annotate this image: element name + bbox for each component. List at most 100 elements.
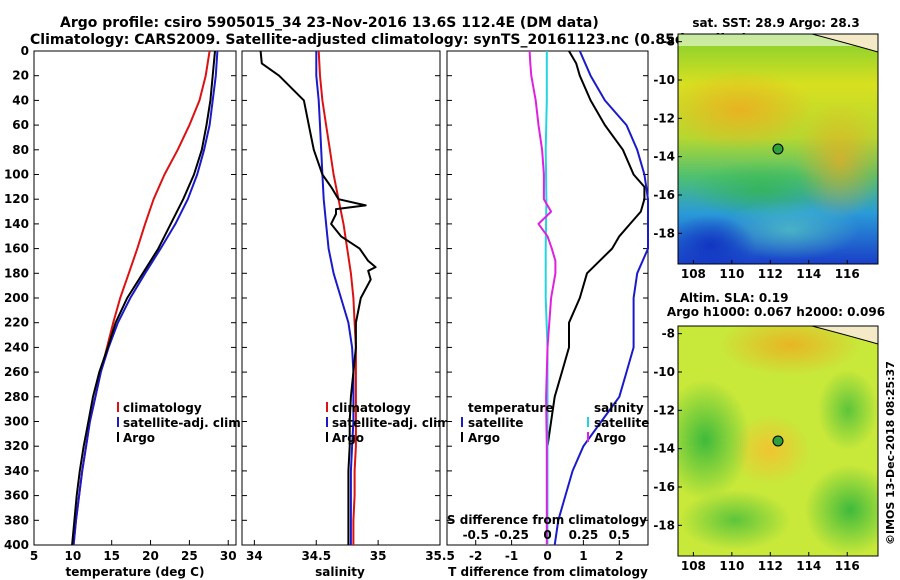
x-tick-label: 2 [615,549,623,563]
difference-temperature-legend: temperature satellite Argo [461,401,553,445]
depth-tick-label: 300 [4,415,29,429]
sst-map-title: sat. SST: 28.9 Argo: 28.3 [692,16,859,30]
sla-map-frame [677,325,879,557]
temperature-xlabel: temperature (deg C) [66,565,205,579]
lon-tick-label: 116 [835,559,860,573]
sst-cold-region [678,215,755,264]
s-diff-tick-label: 0 [543,528,551,542]
salinity-xlabel: salinity [315,565,365,579]
lat-tick-label: -12 [653,403,675,417]
depth-tick-label: 80 [12,143,29,157]
imos-credit: ©IMOS 13-Dec-2018 08:25:37 [884,361,897,545]
sla-high-region [730,415,810,485]
lon-tick-label: 114 [796,267,821,281]
legend-argo-label: Argo [332,431,364,445]
lat-tick-label: -16 [653,188,675,202]
legend-climatology-label: climatology [332,401,411,415]
x-tick-label: 25 [181,549,198,563]
lat-tick-label: -8 [662,35,675,49]
argo-position-marker [772,435,784,447]
figure-title-line-1: Argo profile: csiro 5905015_34 23-Nov-20… [60,15,599,31]
legend-argo-label: Argo [123,431,155,445]
depth-tick-label: 160 [4,242,29,256]
lat-tick-label: -16 [653,480,675,494]
lat-tick-label: -12 [653,111,675,125]
x-tick-label: 10 [64,549,81,563]
legend-t-argo-label: Argo [468,431,500,445]
s-diff-tick-label: 0.25 [569,528,599,542]
depth-tick-label: 400 [4,538,29,552]
legend-s-argo-label: Argo [594,431,626,445]
depth-tick-label: 240 [4,340,29,354]
lon-tick-label: 112 [758,267,783,281]
series-t-satellite-line [553,50,649,546]
depth-tick-label: 20 [12,69,29,83]
depth-tick-label: 320 [4,439,29,453]
salinity-legend: climatology satellite-adj. clim. Argo [326,401,454,445]
x-tick-label: -2 [469,549,482,563]
legend-s-satellite-label: satellite [594,416,649,430]
depth-tick-label: 280 [4,390,29,404]
s-diff-tick-label: -0.5 [463,528,489,542]
series-satellite-adj-clim-line [315,51,355,545]
lon-tick-label: 110 [719,267,744,281]
depth-tick-label: 220 [4,316,29,330]
temperature-legend: climatology satellite-adj. clim. Argo [117,401,245,445]
sst-warm-region [678,70,815,150]
depth-tick-label: 260 [4,365,29,379]
legend-salinity-heading: salinity [594,401,644,415]
x-tick-label: 0 [543,549,551,563]
depth-tick-label: 200 [4,291,29,305]
series-satellite-adj-clim-line [72,50,219,546]
sla-map: Altim. SLA: 0.19 Argo h1000: 0.067 h2000… [653,291,885,573]
x-tick-label: -1 [505,549,518,563]
series-climatology-line [317,50,357,545]
lat-tick-label: -8 [662,327,675,341]
legend-t-satellite-label: satellite [468,416,523,430]
sla-low-region [680,490,790,550]
difference-salinity-legend: salinity satellite Argo [587,401,649,445]
sla-title-line-1: Altim. SLA: 0.19 [680,291,789,305]
argo-position-marker [772,143,784,155]
depth-tick-label: 180 [4,266,29,280]
x-tick-label: 34.5 [301,549,331,563]
x-tick-label: 20 [142,549,159,563]
temperature-panel: 5 10 15 20 25 30 temperature (deg C) climatol… [30,50,245,579]
lat-tick-label: -14 [653,442,675,456]
s-difference-axis-label: S difference from climatology [447,513,647,527]
lon-tick-label: 112 [758,559,783,573]
legend-satellite-label: satellite-adj. clim. [123,416,245,430]
depth-tick-label: 120 [4,192,29,206]
lon-tick-label: 108 [681,267,706,281]
depth-tick-label: 380 [4,513,29,527]
legend-satellite-label: satellite-adj. clim. [332,416,454,430]
depth-tick-label: 360 [4,489,29,503]
depth-tick-label: 0 [21,44,29,58]
depth-tick-label: 140 [4,217,29,231]
lon-tick-label: 114 [796,559,821,573]
depth-tick-label: 100 [4,168,29,182]
depth-tick-label: 60 [12,118,29,132]
sst-map: sat. SST: 28.9 Argo: 28.3 -8 -10 -12 -14 -16… [653,16,879,281]
lon-tick-label: 108 [681,559,706,573]
sla-low-region [805,465,878,555]
legend-climatology-label: climatology [123,401,202,415]
s-diff-tick-label: 0.5 [609,528,630,542]
lon-tick-label: 110 [719,559,744,573]
x-tick-label: 34 [246,549,263,563]
series-s-argo-line [528,50,557,545]
difference-xlabel: T difference from climatology [448,565,648,579]
x-tick-label: 30 [220,549,237,563]
x-tick-label: 5 [30,549,38,563]
x-tick-label: 15 [103,549,120,563]
x-tick-label: 35 [370,549,387,563]
lat-tick-label: -10 [653,73,675,87]
temperature-plot-frame [33,50,237,546]
depth-tick-label: 340 [4,464,29,478]
depth-axis: 0 20 40 60 80 100 120 140 160 180 200 220 240 260 280 3… [4,44,29,552]
lat-tick-label: -14 [653,150,675,164]
x-tick-label: 1 [579,549,587,563]
lat-tick-label: -18 [653,518,675,532]
lat-tick-label: -10 [653,365,675,379]
